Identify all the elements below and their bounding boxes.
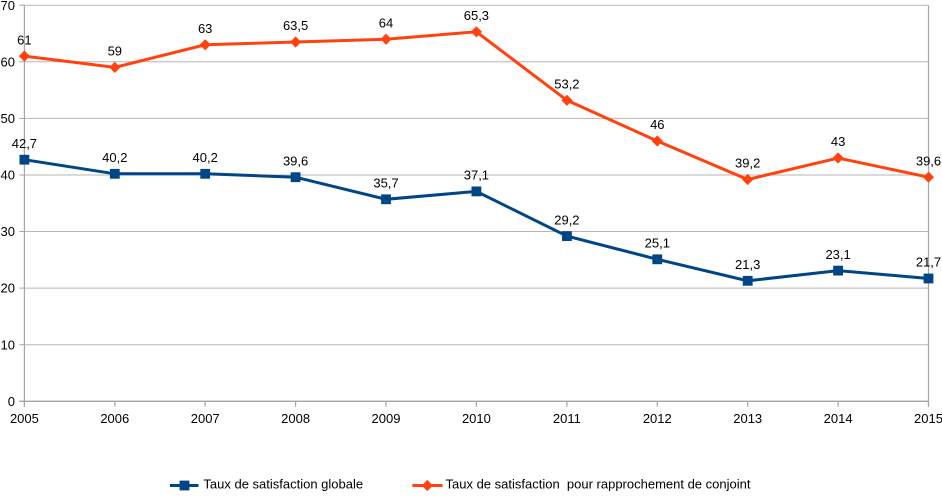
svg-text:2011: 2011 xyxy=(553,411,581,426)
svg-text:63: 63 xyxy=(198,21,212,36)
svg-text:65,3: 65,3 xyxy=(464,8,489,23)
svg-text:35,7: 35,7 xyxy=(373,176,398,191)
svg-text:40: 40 xyxy=(1,168,15,183)
svg-text:Taux de satisfaction pour rap: Taux de satisfaction pour rapprochement … xyxy=(446,477,751,492)
svg-text:43: 43 xyxy=(831,134,845,149)
svg-text:53,2: 53,2 xyxy=(554,77,579,92)
svg-text:40,2: 40,2 xyxy=(102,150,127,165)
svg-text:2007: 2007 xyxy=(191,411,220,426)
svg-text:2014: 2014 xyxy=(824,411,853,426)
svg-text:40,2: 40,2 xyxy=(193,150,218,165)
svg-text:2006: 2006 xyxy=(100,411,129,426)
svg-text:61: 61 xyxy=(17,32,31,47)
svg-text:42,7: 42,7 xyxy=(12,136,37,151)
svg-text:2012: 2012 xyxy=(643,411,672,426)
svg-text:2008: 2008 xyxy=(281,411,310,426)
svg-text:39,6: 39,6 xyxy=(916,153,941,168)
svg-text:30: 30 xyxy=(1,224,15,239)
svg-text:60: 60 xyxy=(1,54,15,69)
svg-text:23,1: 23,1 xyxy=(825,247,850,262)
svg-text:2015: 2015 xyxy=(914,411,942,426)
svg-text:37,1: 37,1 xyxy=(464,168,489,183)
svg-text:25,1: 25,1 xyxy=(645,236,670,251)
svg-text:50: 50 xyxy=(1,111,15,126)
svg-text:2005: 2005 xyxy=(10,411,39,426)
svg-text:20: 20 xyxy=(1,281,15,296)
svg-text:64: 64 xyxy=(379,15,393,30)
svg-text:59: 59 xyxy=(108,44,122,59)
svg-text:39,6: 39,6 xyxy=(283,153,308,168)
svg-text:2013: 2013 xyxy=(733,411,762,426)
svg-text:Taux de satisfaction globale: Taux de satisfaction globale xyxy=(203,477,363,492)
svg-text:10: 10 xyxy=(1,337,15,352)
svg-text:21,3: 21,3 xyxy=(735,257,760,272)
svg-text:21,7: 21,7 xyxy=(916,255,941,270)
svg-text:70: 70 xyxy=(1,0,15,13)
svg-text:2009: 2009 xyxy=(372,411,401,426)
svg-text:46: 46 xyxy=(650,117,664,132)
svg-text:0: 0 xyxy=(8,394,15,409)
svg-text:39,2: 39,2 xyxy=(735,156,760,171)
svg-text:63,5: 63,5 xyxy=(283,18,308,33)
svg-text:2010: 2010 xyxy=(462,411,491,426)
svg-text:29,2: 29,2 xyxy=(554,212,579,227)
